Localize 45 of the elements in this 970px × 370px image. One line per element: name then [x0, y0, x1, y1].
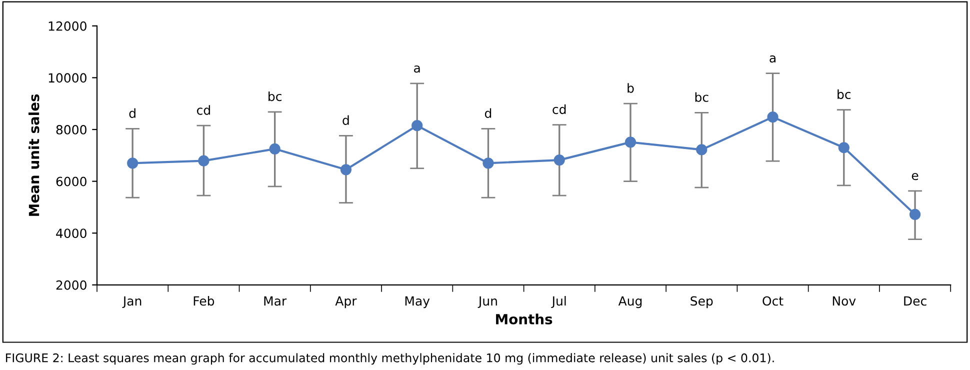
point — [624, 136, 636, 148]
annotation: cd — [196, 105, 210, 115]
x-tick-label: Jan — [122, 296, 142, 308]
x-tick-label: Sep — [690, 296, 713, 308]
x-tick-label: Feb — [194, 296, 214, 306]
caption: FIGURE 2: Least squares mean graph for accumulated monthly methylphenidate 10 mg (immediate release) unit sales (p < 0.01). — [6, 353, 774, 365]
y-tick-label: 4000 — [56, 228, 86, 238]
point — [554, 154, 565, 166]
annotation: cd — [552, 104, 566, 114]
point — [838, 142, 850, 154]
x-tick-label: Apr — [335, 296, 357, 308]
annotation: d — [342, 115, 349, 125]
point — [269, 143, 280, 154]
x-tick-label: Nov — [832, 296, 856, 306]
x-tick-label: May — [405, 296, 430, 308]
point — [127, 158, 138, 169]
x-tick-label: Oct — [762, 296, 784, 306]
y-tick-label: 6000 — [56, 176, 86, 186]
x-tick-label: Dec — [904, 296, 926, 306]
point — [767, 112, 778, 123]
point — [909, 208, 921, 220]
y-tick-label: 8000 — [56, 124, 86, 134]
point — [412, 120, 423, 132]
annotation: d — [484, 108, 492, 118]
annotation: e — [912, 172, 918, 180]
point — [696, 144, 708, 156]
annotation: b — [628, 83, 634, 93]
y-tick-label: 10000 — [48, 73, 86, 83]
annotation: bc — [695, 92, 708, 102]
y-tick-label: 12000 — [48, 21, 86, 31]
x-tick-label: Jun — [478, 296, 497, 308]
x-tick-label: Mar — [264, 296, 287, 306]
y-axis-title: Mean unit sales — [28, 94, 40, 216]
annotation: a — [414, 65, 420, 73]
point — [340, 164, 352, 176]
x-tick-label: Aug — [618, 296, 642, 308]
annotation: bc — [838, 89, 851, 100]
point — [482, 158, 494, 169]
x-axis-title: Months — [496, 314, 552, 324]
annotation: bc — [268, 91, 282, 102]
annotation: a — [770, 55, 776, 63]
annotation: d — [129, 108, 136, 118]
x-tick-label: Jul — [551, 296, 566, 308]
y-tick-label: 2000 — [56, 280, 86, 290]
point — [198, 155, 210, 166]
